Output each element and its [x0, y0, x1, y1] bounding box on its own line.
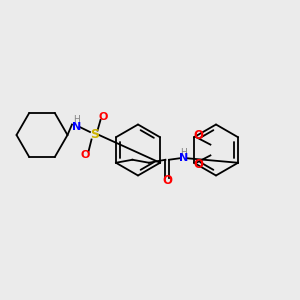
Text: N: N — [179, 153, 188, 163]
Text: O: O — [162, 174, 172, 187]
Text: H: H — [180, 148, 187, 157]
Text: O: O — [194, 129, 203, 142]
Text: S: S — [90, 128, 99, 142]
Text: O: O — [194, 158, 203, 171]
Text: N: N — [72, 122, 81, 132]
Text: O: O — [99, 112, 108, 122]
Text: H: H — [73, 116, 80, 124]
Text: O: O — [81, 149, 90, 160]
